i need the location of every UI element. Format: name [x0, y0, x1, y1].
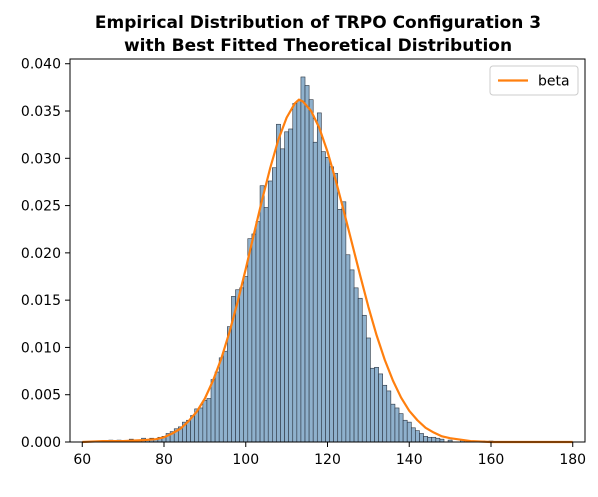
x-tick-label: 140 [396, 452, 423, 468]
y-tick-label: 0.005 [21, 388, 61, 404]
histogram-bar [415, 430, 420, 443]
histogram-bar [370, 367, 375, 443]
legend-box [489, 65, 579, 96]
histogram-bar [296, 100, 302, 443]
histogram-bar [423, 436, 428, 443]
histogram-bar [341, 201, 347, 443]
histogram-bar [329, 166, 334, 443]
y-tick-label: 0.020 [21, 246, 61, 262]
x-tick-label: 100 [232, 452, 259, 468]
y-tick-label: 0.030 [21, 151, 61, 167]
x-tick-label: 160 [478, 452, 505, 468]
histogram-bar [284, 131, 289, 443]
histogram-bar [366, 337, 371, 443]
histogram-bar [312, 141, 318, 443]
y-tick-label: 0.010 [21, 340, 61, 356]
histogram-bar [243, 276, 249, 443]
y-tick-label: 0.040 [21, 57, 61, 73]
x-tick-label: 120 [314, 452, 341, 468]
histogram-bar [374, 366, 379, 443]
histogram-bar [235, 289, 240, 443]
histogram-bar [345, 254, 351, 443]
histogram-bar [218, 357, 224, 443]
histogram-bar [349, 269, 355, 443]
y-tick-label: 0.000 [21, 435, 61, 451]
histogram-bar [267, 180, 273, 443]
histogram-bar [357, 297, 363, 443]
histogram-bar [280, 148, 285, 443]
y-tick-label: 0.035 [21, 104, 61, 120]
histogram-bar [222, 350, 228, 443]
legend-label-beta: beta [538, 74, 570, 90]
histogram-bar [394, 407, 400, 443]
histogram-bar [214, 371, 220, 443]
histogram-bar [247, 238, 253, 443]
histogram-bar [431, 436, 437, 443]
histogram-bar [263, 207, 269, 443]
histogram-bar [333, 173, 339, 443]
x-tick-label: 180 [559, 452, 586, 468]
y-tick-label: 0.025 [21, 199, 61, 215]
plot-frame [69, 58, 586, 443]
histogram-bar [292, 103, 298, 443]
histogram-bar [337, 209, 343, 443]
histogram-bar [198, 407, 204, 443]
x-tick-label: 80 [155, 452, 173, 468]
histogram-bar [398, 413, 404, 443]
legend: beta [489, 65, 579, 96]
histogram-bar [259, 185, 265, 443]
histogram-bar [435, 437, 441, 443]
histogram-bar [406, 421, 412, 443]
histogram-bar [255, 221, 261, 443]
histogram-bar [390, 403, 396, 443]
histogram-bar [288, 128, 294, 443]
histogram-bar [419, 433, 424, 443]
histogram-bar [382, 384, 388, 443]
histogram-bar [276, 123, 281, 443]
histogram-bar [321, 151, 326, 443]
histogram-bar [300, 76, 306, 443]
chart-title: Empirical Distribution of TRPO Configura… [95, 13, 541, 33]
histogram-bar [202, 400, 208, 443]
histogram-bar [272, 167, 277, 443]
chart-subtitle: with Best Fitted Theoretical Distributio… [124, 36, 512, 56]
x-axis: 60 80 100 120 140 160 180 [73, 442, 586, 468]
series-line-beta [82, 98, 573, 444]
y-tick-label: 0.015 [21, 293, 61, 309]
histogram-bar [308, 99, 314, 443]
histogram-bar [402, 419, 408, 443]
histogram-bar [206, 398, 212, 443]
histogram-bar [325, 157, 330, 443]
histogram-bar [353, 287, 359, 443]
y-axis: 0.000 0.005 0.010 0.015 0.020 0.025 0.030 0.035… [21, 57, 70, 451]
histogram-bar [427, 436, 433, 443]
histogram-bar [210, 379, 216, 443]
histogram-bar [239, 287, 245, 443]
histogram-bars [108, 76, 494, 443]
histogram-bar [251, 233, 257, 443]
histogram-bar [410, 427, 416, 443]
histogram-bar [227, 326, 232, 443]
histogram-bar [316, 112, 322, 443]
histogram-bar [361, 314, 367, 443]
histogram-bar [378, 373, 383, 443]
histogram-bar [386, 390, 392, 443]
histogram-bar [304, 85, 310, 443]
x-tick-label: 60 [73, 452, 91, 468]
